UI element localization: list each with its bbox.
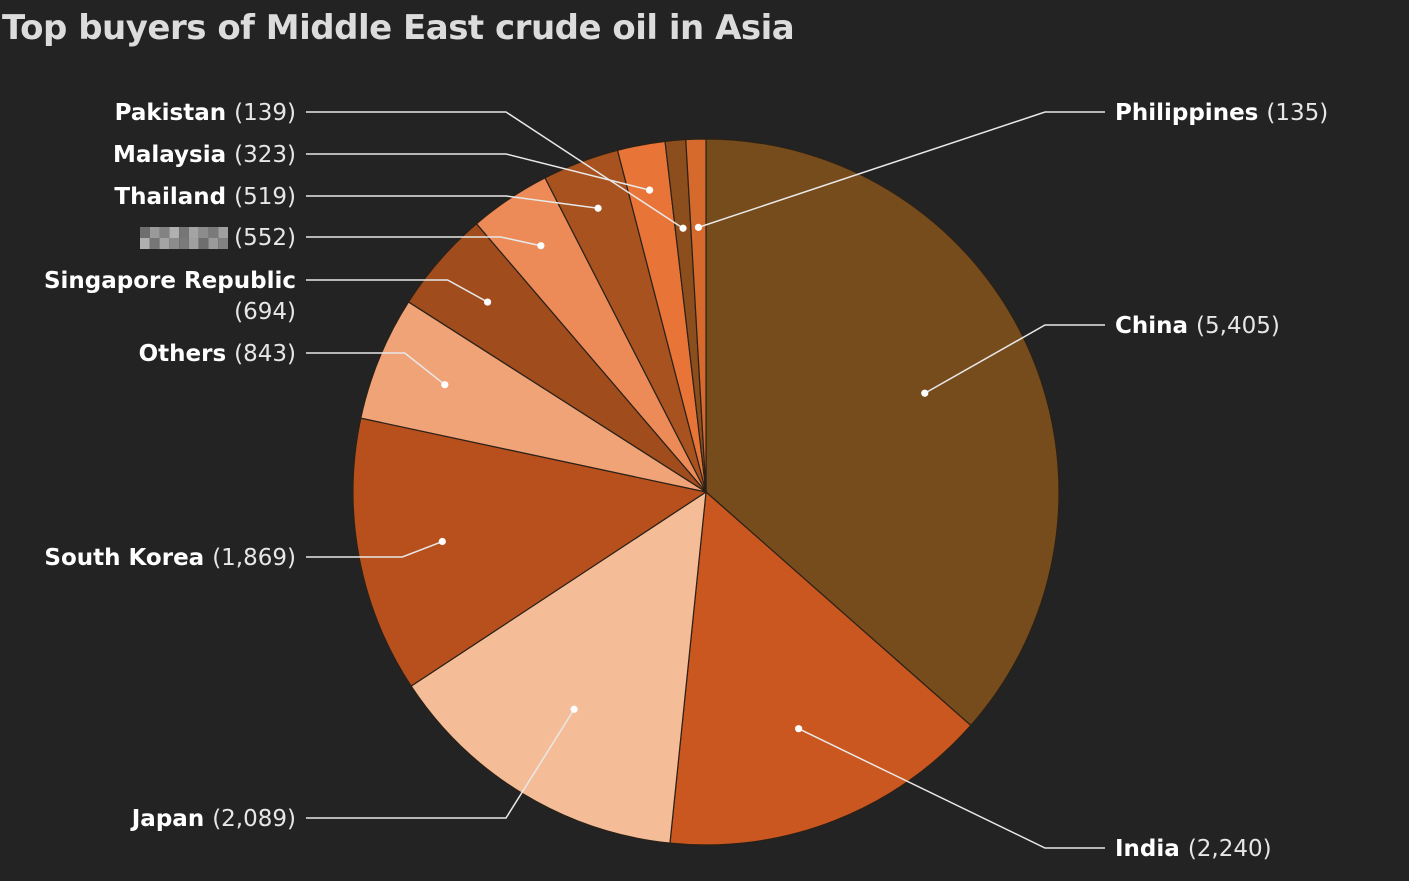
obscured-pixel	[149, 227, 160, 238]
slice-value: (2,089)	[212, 806, 296, 832]
slice-name: Japan	[130, 806, 212, 832]
obscured-pixel	[208, 227, 219, 238]
pie-label-india: India (2,240)	[795, 725, 1272, 862]
pie-label-pakistan: Pakistan (139)	[115, 100, 687, 232]
obscured-pixel	[188, 238, 199, 249]
leader-line	[306, 236, 542, 247]
slice-label-text: Thailand (519)	[114, 184, 296, 210]
leader-dot	[594, 204, 602, 212]
leader-line	[306, 153, 650, 191]
chart-title: Top buyers of Middle East crude oil in A…	[2, 8, 795, 48]
pie-label-singapore-republic: Singapore Republic (694)	[44, 268, 492, 325]
slice-value: (139)	[234, 100, 296, 126]
leader-dot	[441, 381, 449, 389]
obscured-pixel	[208, 238, 219, 249]
leader-line	[306, 279, 488, 303]
leader-dot	[570, 705, 578, 713]
slice-value: (519)	[234, 184, 296, 210]
slice-label-text: South Korea (1,869)	[44, 545, 296, 571]
pie-label-malaysia: Malaysia (323)	[113, 142, 654, 194]
obscured-pixel	[149, 238, 160, 249]
pie-slices	[352, 138, 1060, 846]
slice-label-text: Malaysia (323)	[113, 142, 296, 168]
obscured-label-block	[140, 227, 228, 249]
leader-line	[924, 324, 1105, 394]
obscured-pixel	[140, 227, 150, 238]
obscured-pixel	[159, 238, 170, 249]
slice-value: (694)	[234, 299, 296, 325]
obscured-pixel	[140, 238, 150, 249]
slice-label-text: (552)	[234, 225, 296, 251]
leader-dot	[438, 537, 446, 546]
leader-dot	[645, 186, 654, 194]
slice-label-text: Singapore Republic (694)	[44, 268, 296, 325]
obscured-pixel	[169, 238, 180, 249]
slice-name: South Korea	[44, 545, 212, 571]
slice-name: India	[1115, 836, 1188, 862]
pie-slice-japan	[410, 490, 707, 844]
slice-value: (1,869)	[212, 545, 296, 571]
slice-label-text: India (2,240)	[1115, 836, 1272, 862]
obscured-pixel	[188, 227, 199, 238]
pie-labels: China (5,405) India (2,240) Japan (2,089) S…	[44, 100, 1328, 862]
obscured-pixel	[218, 227, 228, 238]
obscured-pixel	[179, 227, 189, 238]
obscured-pixel	[179, 238, 189, 249]
leader-line	[306, 540, 443, 558]
slice-label-text: China (5,405)	[1115, 313, 1280, 339]
leader-dot	[483, 298, 492, 306]
leader-dot	[679, 224, 687, 232]
slice-value: (5,405)	[1196, 313, 1280, 339]
pie-label-china: China (5,405)	[921, 313, 1280, 397]
leader-line	[306, 708, 575, 819]
slice-name: Others	[139, 341, 235, 367]
obscured-pixel	[159, 227, 170, 238]
leader-line	[306, 111, 684, 229]
pie-label-thailand: Thailand (519)	[114, 184, 602, 212]
slice-value: (135)	[1266, 100, 1328, 126]
obscured-pixel	[198, 238, 209, 249]
pie-slice-others	[360, 301, 707, 493]
leader-dot	[795, 725, 803, 733]
pie-label-others: Others (843)	[139, 341, 449, 389]
slice-value: (552)	[234, 225, 296, 251]
slice-label-text: Pakistan (139)	[115, 100, 296, 126]
slice-value: (323)	[234, 142, 296, 168]
leader-line	[698, 111, 1105, 229]
slice-name: Malaysia	[113, 142, 234, 168]
slice-value: (2,240)	[1188, 836, 1272, 862]
slice-name: Pakistan	[115, 100, 235, 126]
leader-line	[306, 195, 599, 209]
slice-name: China	[1115, 313, 1196, 339]
leader-dot	[694, 223, 703, 231]
slice-label-text: Japan (2,089)	[130, 806, 296, 832]
pie-slice-india	[669, 490, 972, 846]
slice-name: Singapore Republic	[44, 268, 296, 294]
pie-slice-china	[705, 138, 1060, 727]
pie-label-south-korea: South Korea (1,869)	[44, 537, 446, 571]
slice-name: Thailand	[114, 184, 234, 210]
obscured-pixel	[169, 227, 180, 238]
obscured-pixel	[198, 227, 209, 238]
leader-line	[798, 728, 1105, 849]
slice-value: (843)	[234, 341, 296, 367]
leader-dot	[921, 389, 929, 397]
leader-dot	[537, 242, 545, 250]
pie-label-item-6: (552)	[140, 225, 545, 251]
slice-label-text: Others (843)	[139, 341, 296, 367]
pie-label-philippines: Philippines (135)	[694, 100, 1328, 231]
obscured-pixel	[218, 238, 228, 249]
pie-label-japan: Japan (2,089)	[130, 705, 578, 832]
leader-line	[306, 352, 446, 386]
slice-name: Philippines	[1115, 100, 1266, 126]
slice-label-text: Philippines (135)	[1115, 100, 1328, 126]
